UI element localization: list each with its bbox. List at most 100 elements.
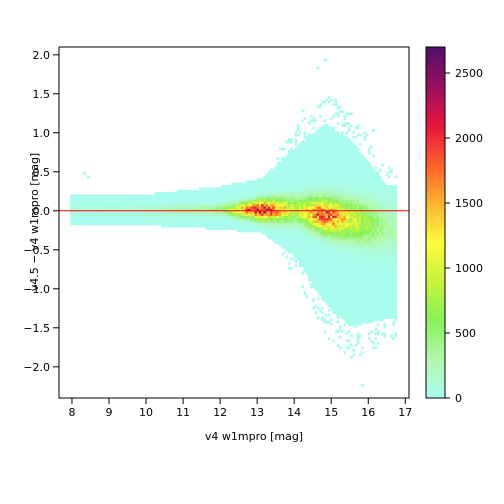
- heatmap-cell: [365, 276, 369, 280]
- heatmap-cell: [305, 257, 309, 261]
- heatmap-cell: [225, 196, 229, 200]
- heatmap-cell: [339, 245, 342, 249]
- heatmap-cell: [161, 213, 164, 216]
- heatmap-cell: [327, 252, 331, 256]
- heatmap-cell: [336, 142, 340, 146]
- heatmap-cell: [312, 166, 315, 170]
- heatmap-cell: [345, 241, 349, 244]
- heatmap-cell: [376, 222, 380, 226]
- heatmap-cell: [279, 227, 282, 230]
- heatmap-cell: [345, 152, 349, 156]
- heatmap-cell: [134, 217, 138, 221]
- heatmap-cell: [376, 245, 380, 249]
- heatmap-cell: [327, 313, 331, 317]
- heatmap-cell: [179, 206, 182, 209]
- heatmap-cell: [327, 210, 331, 214]
- heatmap-cell: [216, 206, 220, 209]
- heatmap-cell: [79, 217, 82, 221]
- heatmap-cell: [303, 168, 307, 172]
- heatmap-cell: [143, 196, 147, 200]
- heatmap-cell: [376, 257, 380, 261]
- heatmap-cell: [354, 192, 358, 195]
- heatmap-cell: [336, 156, 340, 160]
- heatmap-cell: [285, 203, 289, 207]
- heatmap-cell: [367, 306, 371, 310]
- heatmap-cell: [367, 161, 371, 165]
- heatmap-cell: [336, 199, 340, 202]
- heatmap-cell: [354, 175, 358, 179]
- heatmap-cell: [352, 271, 355, 275]
- heatmap-cell: [310, 138, 313, 141]
- heatmap-cell: [87, 217, 91, 221]
- heatmap-cell: [370, 220, 373, 223]
- heatmap-cell: [270, 171, 273, 174]
- heatmap-cell: [343, 192, 347, 195]
- heatmap-cell: [343, 222, 347, 226]
- heatmap-cell: [334, 290, 338, 294]
- heatmap-cell: [159, 201, 162, 205]
- heatmap-cell: [343, 264, 347, 268]
- heatmap-cell: [172, 217, 175, 221]
- heatmap-cell: [270, 199, 273, 202]
- heatmap-cell: [361, 304, 364, 308]
- heatmap-cell: [323, 166, 327, 170]
- heatmap-cell: [196, 215, 200, 219]
- heatmap-cell: [336, 107, 340, 111]
- heatmap-cell: [310, 142, 313, 146]
- heatmap-cell: [383, 271, 387, 275]
- heatmap-cell: [345, 222, 349, 226]
- heatmap-cell: [339, 238, 342, 242]
- heatmap-cell: [332, 114, 335, 118]
- heatmap-cell: [359, 245, 362, 249]
- heatmap-cell: [350, 304, 353, 308]
- heatmap-cell: [325, 227, 329, 230]
- heatmap-cell: [174, 217, 178, 221]
- heatmap-cell: [314, 206, 318, 209]
- heatmap-cell: [330, 201, 333, 205]
- heatmap-cell: [370, 145, 373, 149]
- heatmap-cell: [312, 194, 315, 198]
- heatmap-cell: [339, 135, 342, 139]
- heatmap-cell: [336, 231, 340, 235]
- heatmap-cell: [190, 199, 193, 202]
- heatmap-cell: [314, 192, 318, 195]
- heatmap-cell: [245, 208, 249, 212]
- heatmap-cell: [312, 117, 315, 120]
- heatmap-cell: [163, 217, 167, 221]
- heatmap-cell: [112, 199, 115, 202]
- heatmap-cell: [276, 238, 280, 242]
- heatmap-cell: [314, 203, 318, 207]
- heatmap-cell: [296, 175, 300, 179]
- heatmap-cell: [336, 269, 340, 273]
- heatmap-cell: [130, 206, 133, 209]
- heatmap-cell: [307, 149, 311, 153]
- heatmap-cell: [321, 175, 324, 179]
- heatmap-cell: [136, 206, 140, 209]
- heatmap-cell: [381, 306, 384, 310]
- heatmap-cell: [363, 241, 367, 244]
- heatmap-cell: [325, 187, 329, 191]
- heatmap-cell: [367, 173, 371, 177]
- heatmap-cell: [310, 164, 313, 167]
- heatmap-cell: [332, 255, 335, 258]
- heatmap-cell: [356, 199, 360, 202]
- heatmap-cell: [374, 269, 378, 273]
- heatmap-cell: [370, 330, 373, 333]
- heatmap-cell: [294, 178, 298, 181]
- heatmap-cell: [265, 201, 269, 205]
- heatmap-cell: [325, 154, 329, 158]
- heatmap-cell: [316, 189, 320, 193]
- heatmap-cell: [232, 185, 235, 188]
- heatmap-cell: [345, 243, 349, 247]
- heatmap-cell: [147, 215, 151, 219]
- heatmap-cell: [356, 213, 360, 216]
- heatmap-cell: [345, 171, 349, 174]
- heatmap-cell: [323, 297, 327, 301]
- heatmap-cell: [359, 133, 362, 137]
- heatmap-cell: [354, 248, 358, 251]
- heatmap-cell: [314, 145, 318, 149]
- heatmap-cell: [339, 234, 342, 237]
- heatmap-cell: [361, 182, 364, 186]
- heatmap-cell: [305, 220, 309, 223]
- heatmap-cell: [314, 252, 318, 256]
